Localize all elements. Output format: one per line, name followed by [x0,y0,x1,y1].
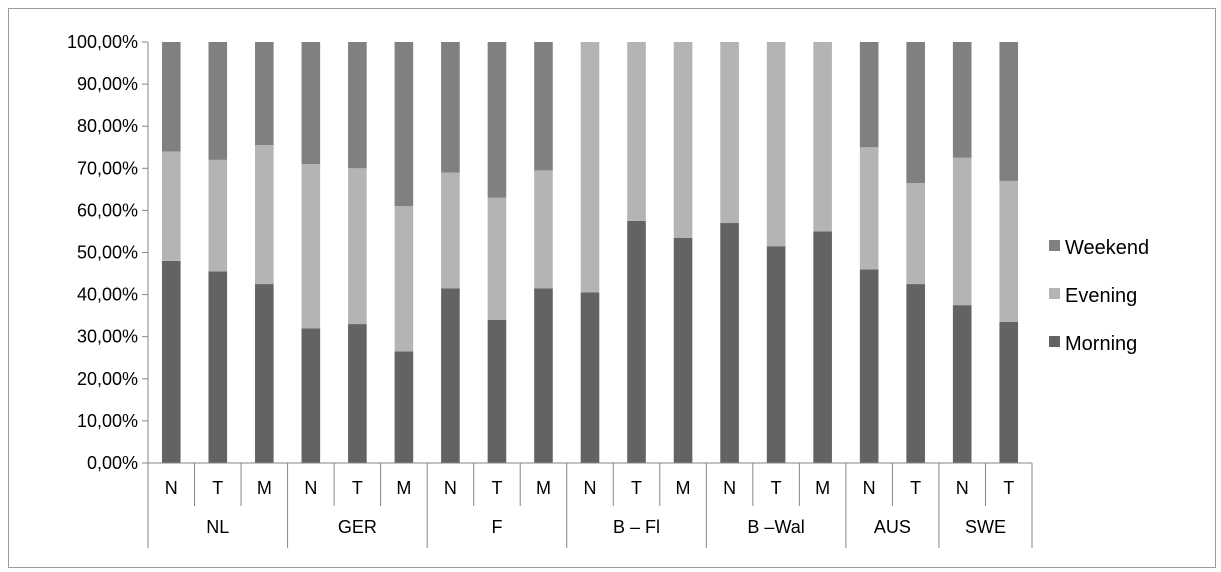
x-group-label: NL [206,517,229,537]
x-group-label: F [491,517,502,537]
bar-weekend [534,42,553,171]
bar-morning [348,324,367,463]
x-group-label: SWE [965,517,1006,537]
y-tick-label: 0,00% [87,453,138,473]
bar-evening [766,42,786,247]
y-tick-label: 30,00% [77,327,138,347]
bar-evening [906,183,925,285]
legend-label-evening: Evening [1065,285,1137,307]
x-category-label: N [165,478,178,498]
bar-evening [999,180,1019,322]
bar-morning [813,231,832,463]
y-tick-label: 60,00% [77,200,138,220]
x-category-label: N [956,478,969,498]
bar-morning [534,288,553,463]
x-category-label: N [444,478,457,498]
y-tick-label: 90,00% [77,74,138,94]
bar-morning [999,321,1019,463]
bar-weekend [859,42,879,148]
bar-weekend [348,42,367,169]
bar-evening [487,197,507,320]
legend: Weekend Evening Morning [1049,237,1149,355]
bar-morning [487,319,507,463]
x-group-label: AUS [874,517,911,537]
bar-evening [813,42,832,232]
bar-evening [208,159,228,272]
bar-weekend [487,42,507,198]
bar-evening [301,164,321,329]
legend-label-morning: Morning [1065,333,1137,355]
x-category-label: M [396,478,411,498]
bar-morning [301,328,321,463]
bar-morning [673,237,693,463]
y-tick-label: 10,00% [77,411,138,431]
x-category-label: N [723,478,736,498]
bar-morning [766,246,786,463]
bar-weekend [906,42,925,184]
bar-morning [208,271,228,463]
y-tick-label: 20,00% [77,369,138,389]
bar-evening [394,206,414,352]
bar-morning [627,220,646,463]
legend-swatch-evening [1049,288,1060,299]
bar-morning [952,305,972,463]
bar-weekend [301,42,321,165]
x-category-label: T [1003,478,1014,498]
y-tick-label: 70,00% [77,158,138,178]
x-group-label: B –Wal [747,517,804,537]
bar-weekend [394,42,414,207]
bar-weekend [952,42,972,158]
bar-morning [441,288,460,463]
bar-evening [534,170,553,289]
x-category-label: T [212,478,223,498]
bar-weekend [161,42,181,152]
y-tick-label: 50,00% [77,243,138,263]
bar-morning [255,284,274,463]
bar-evening [627,42,646,221]
bar-weekend [255,42,274,146]
bar-morning [720,223,739,463]
x-category-label: N [863,478,876,498]
bar-morning [580,292,600,463]
legend-swatch-morning [1049,336,1060,347]
y-tick-label: 100,00% [67,32,138,52]
x-category-label: T [491,478,502,498]
x-category-label: T [631,478,642,498]
x-category-label: N [304,478,317,498]
bar-morning [394,351,414,463]
bar-weekend [208,42,228,160]
x-category-label: T [352,478,363,498]
x-category-label: M [676,478,691,498]
y-axis: 0,00% 10,00% 20,00% 30,00% 40,00% 50,00% 60,00… [67,32,149,473]
legend-label-weekend: Weekend [1065,237,1149,259]
x-category-label: N [584,478,597,498]
bar-evening [255,145,274,285]
bar-evening [161,151,181,261]
bar-evening [859,147,879,270]
bars [161,42,1019,463]
x-group-label: GER [338,517,377,537]
y-tick-label: 40,00% [77,285,138,305]
bar-morning [859,269,879,463]
x-category-label: T [910,478,921,498]
bar-morning [161,260,181,463]
x-group-label: B – Fl [613,517,660,537]
x-category-label: M [815,478,830,498]
bar-evening [720,42,739,224]
x-category-label: M [257,478,272,498]
bar-evening [952,157,972,306]
x-category-label: M [536,478,551,498]
bar-weekend [441,42,460,173]
x-category-label: T [771,478,782,498]
bar-morning [906,284,925,463]
y-tick-label: 80,00% [77,116,138,136]
bar-evening [673,42,693,238]
x-axis: N T M N T M N T M N T M N T M N T N T NL GER F B – Fl B –Wal AUS… [147,462,1033,548]
legend-swatch-weekend [1049,240,1060,251]
bar-evening [441,172,460,289]
bar-weekend [999,42,1019,181]
bar-evening [580,42,600,293]
bar-evening [348,168,367,325]
